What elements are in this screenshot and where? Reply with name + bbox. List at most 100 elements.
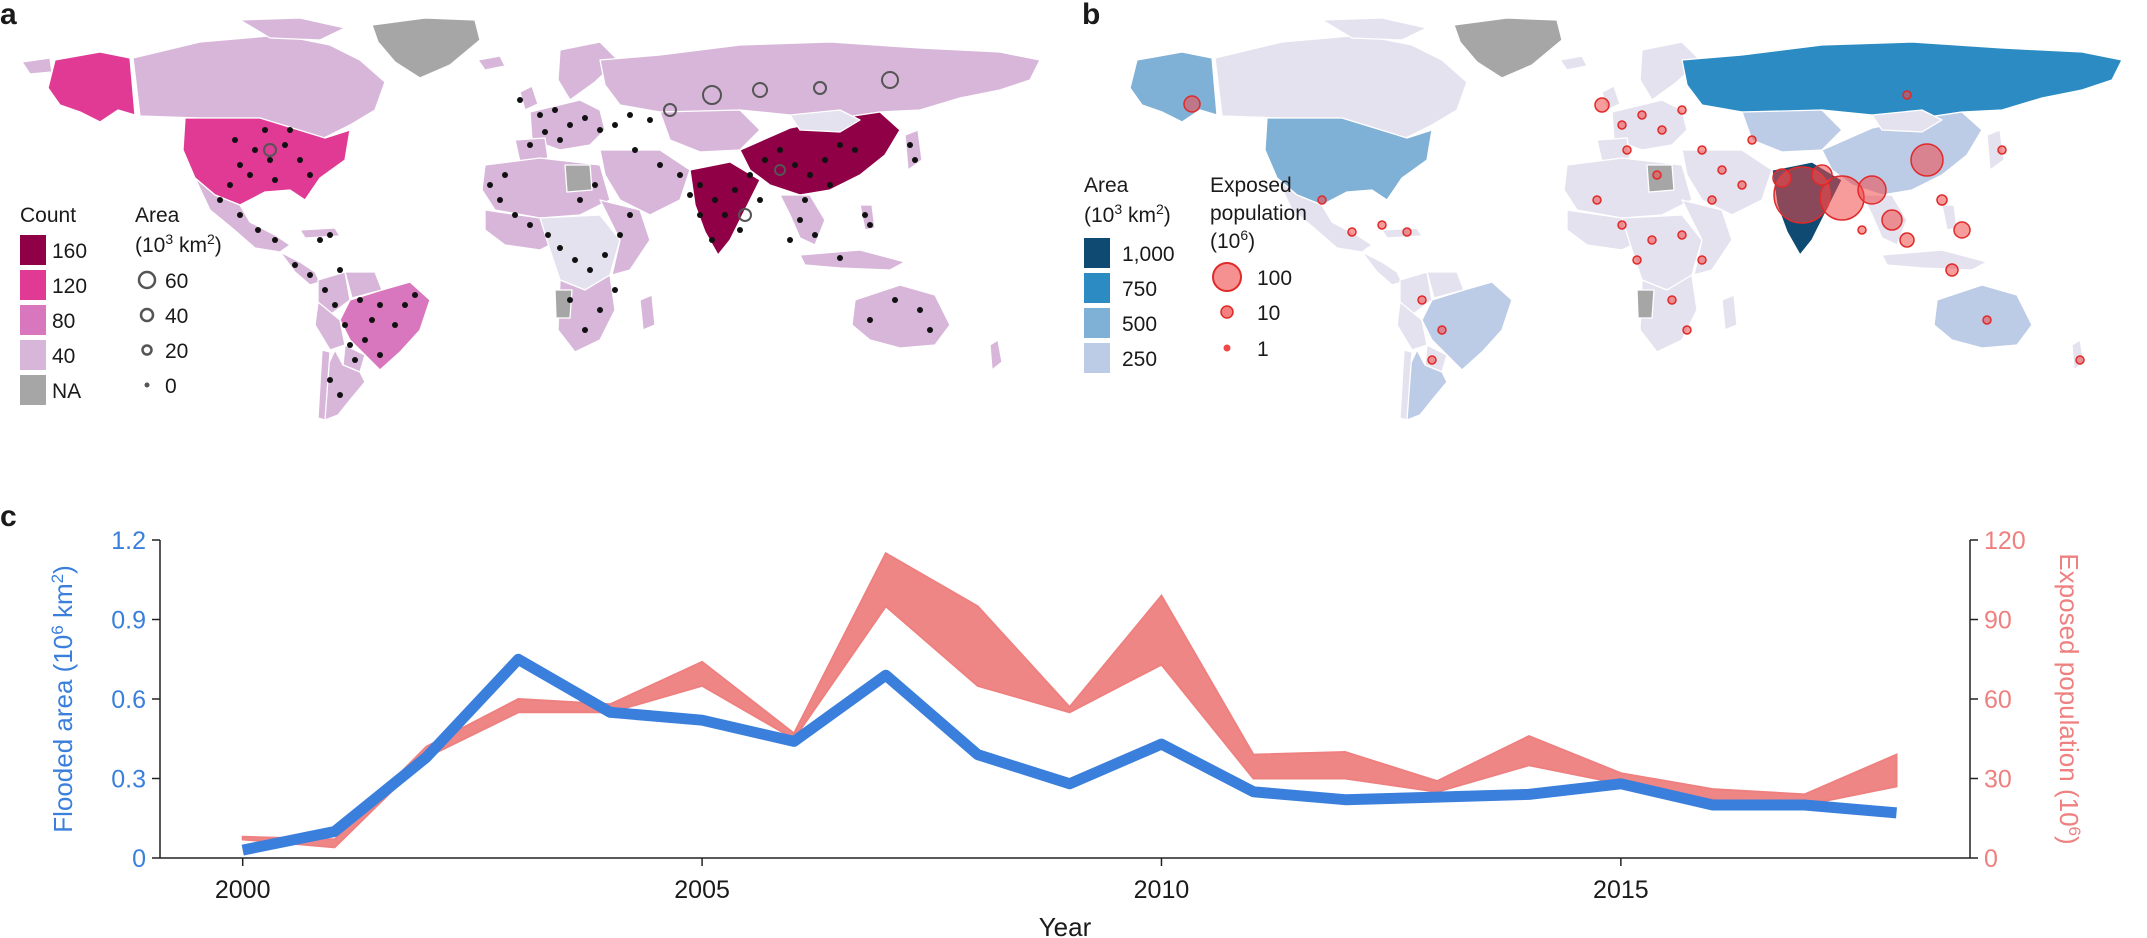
country-b-australia (1933, 284, 2033, 349)
count-legend: Count 160 120 80 40 NA (20, 204, 87, 405)
country-australia (851, 284, 951, 349)
y-right-tick-label: 60 (1984, 686, 2012, 714)
country-madagascar (639, 294, 656, 331)
flooded-area-point (1252, 791, 1254, 793)
flood-event-dots (217, 97, 933, 398)
country-b-east-africa (1681, 199, 1733, 276)
y-left-tick-label: 0.6 (111, 686, 146, 714)
y-right-tick-label: 30 (1984, 766, 2012, 794)
flooded-area-point (977, 754, 979, 756)
country-kazakhstan (659, 109, 761, 153)
panel-letter-c: c (0, 500, 17, 533)
population-legend-bubble-1 (1223, 344, 1231, 352)
area-legend-b-label-1: 750 (1122, 278, 1157, 301)
country-norway-sweden (557, 41, 619, 101)
x-tick-label: 2005 (674, 876, 730, 904)
area-legend-a-circle-40 (139, 307, 155, 323)
country-angola (554, 289, 573, 319)
country-alaska (47, 51, 136, 123)
area-legend-a-label-60: 60 (165, 270, 188, 293)
country-b-kazakhstan (1741, 109, 1843, 153)
country-uk (519, 85, 539, 111)
country-b-spain (1596, 137, 1631, 163)
count-legend-label-40: 40 (52, 345, 75, 368)
country-spain (514, 137, 549, 163)
flooded-area-point (517, 658, 519, 660)
country-b-iceland (1559, 55, 1588, 71)
flooded-area-point (1160, 743, 1162, 745)
x-tick-label: 2010 (1134, 876, 1190, 904)
area-legend-a-label-40: 40 (165, 305, 188, 328)
y-left-tick-label: 1.2 (111, 527, 146, 555)
country-b-russia (1681, 41, 2123, 119)
area-legend-b-swatch-1 (1084, 273, 1110, 303)
count-legend-swatch-40 (20, 340, 46, 370)
country-b-angola (1636, 289, 1655, 319)
area-legend-b-label-0: 1,000 (1122, 243, 1175, 266)
population-legend-title-1: Exposed (1210, 174, 1292, 197)
flooded-area-point (1712, 804, 1714, 806)
country-b-canada-islands (1321, 17, 1428, 41)
country-japan (904, 129, 923, 171)
area-legend-b-label-2: 500 (1122, 313, 1157, 336)
count-legend-swatch-80 (20, 305, 46, 335)
count-legend-label-na: NA (52, 380, 81, 403)
country-b-central-america (1361, 251, 1403, 286)
population-legend: Exposed population (106) 100 10 1 (1210, 174, 1307, 361)
country-colombia (317, 271, 351, 316)
country-b-brazil (1421, 281, 1513, 371)
country-b-libya (1646, 164, 1675, 193)
country-indonesia (799, 249, 906, 271)
flooded-area-point (793, 740, 795, 742)
panel-letter-b: b (1082, 0, 1101, 31)
world-map-a (21, 17, 1041, 421)
flooded-area-point (425, 756, 427, 758)
country-b-madagascar (1721, 294, 1738, 331)
y-right-tick-label: 0 (1984, 845, 1998, 873)
x-axis-label: Year (1039, 912, 1092, 938)
country-b-greenland (1453, 17, 1563, 79)
population-legend-label-100: 100 (1257, 267, 1292, 290)
area-legend-b-title-2: (103 km2) (1084, 201, 1171, 227)
country-b-japan (1986, 129, 2005, 171)
count-legend-swatch-120 (20, 270, 46, 300)
area-legend-a-circle-20 (141, 344, 153, 356)
country-east-africa (599, 199, 651, 276)
country-b-chile (1399, 349, 1413, 421)
area-legend-b: Area (103 km2) 1,000 750 500 250 (1084, 174, 1175, 373)
count-legend-label-80: 80 (52, 310, 75, 333)
country-iceland (477, 55, 506, 71)
flooded-area-line (241, 653, 1897, 856)
flooded-area-point (885, 674, 887, 676)
area-legend-a-title-1: Area (135, 204, 180, 227)
population-legend-bubble-100 (1212, 262, 1242, 292)
country-greenland (371, 17, 481, 79)
area-legend-a-circle-60 (137, 270, 157, 290)
country-mongolia (789, 109, 861, 133)
population-legend-label-1: 1 (1257, 338, 1269, 361)
population-legend-bubble-10 (1220, 305, 1234, 319)
count-legend-swatch-160 (20, 235, 46, 265)
country-peru (314, 301, 346, 351)
country-b-peru (1396, 301, 1428, 351)
world-map-b (1129, 17, 2123, 421)
flooded-area-point (334, 831, 336, 833)
country-b-norway-sweden (1639, 41, 1701, 101)
country-b-middle-east (1681, 149, 1773, 216)
x-tick-label: 2015 (1593, 876, 1649, 904)
area-legend-a-title-2: (103 km2) (135, 231, 222, 257)
population-legend-title-2: population (1210, 202, 1307, 225)
area-legend-b-swatch-2 (1084, 308, 1110, 338)
country-b-indonesia (1881, 249, 1988, 271)
flooded-area-point (1895, 812, 1897, 814)
map-panel-b: Area (103 km2) 1,000 750 500 250 Exposed po… (1084, 17, 2123, 421)
area-legend-b-label-3: 250 (1122, 348, 1157, 371)
flooded-area-point (1436, 796, 1438, 798)
count-legend-title: Count (20, 204, 76, 227)
flooded-area-point (701, 719, 703, 721)
y-axis-right-label: Exposed population (106) (2054, 553, 2084, 844)
country-middle-east (599, 149, 691, 216)
country-chile (317, 349, 331, 421)
flooded-area-point (1804, 804, 1806, 806)
y-right-tick-label: 90 (1984, 607, 2012, 635)
